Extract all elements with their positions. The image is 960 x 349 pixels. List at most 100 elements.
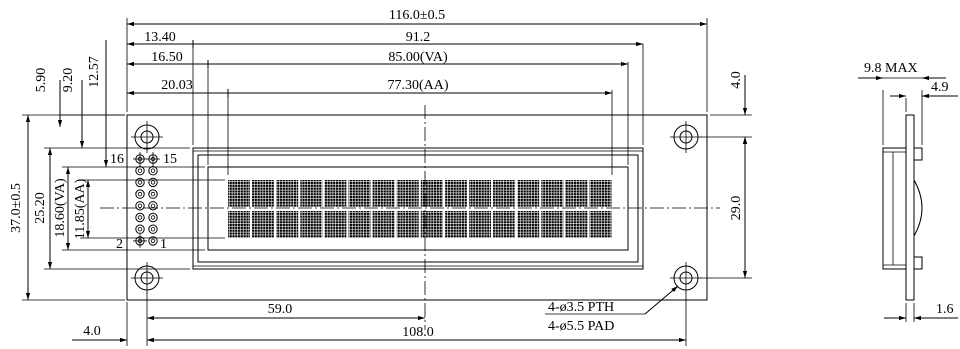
pin-hole: [137, 215, 143, 220]
pin-hole: [137, 168, 143, 173]
top-offset-label: 4.0: [729, 71, 744, 89]
character-cell: [444, 180, 467, 207]
character-cell: [396, 211, 419, 238]
pin-pad: [135, 166, 145, 176]
pin-hole: [150, 226, 156, 232]
mounting-hole-tr: [670, 121, 702, 153]
pin-pad: [135, 224, 145, 234]
pin-2-label: 2: [116, 237, 123, 252]
overall-width-label: 116.0±0.5: [389, 8, 445, 23]
v1257-label: 12.57: [87, 56, 102, 88]
bezel-outer: [192, 147, 644, 270]
character-matrix: [228, 180, 612, 238]
character-cell: [348, 180, 371, 207]
pth-note: 4-ø3.5 PTH: [548, 300, 614, 315]
character-cell: [324, 211, 347, 238]
pin-hole: [150, 180, 156, 185]
v2520-label: 25.20: [33, 192, 48, 224]
character-cell: [228, 180, 250, 207]
character-cell: [228, 211, 250, 238]
pin-hole: [150, 203, 156, 208]
character-cell: [372, 180, 395, 207]
center-x-label: 59.0: [268, 302, 293, 317]
pin-pad: [135, 189, 145, 199]
character-cell: [493, 180, 516, 207]
side-view: 9.8 MAX 4.9 1.6: [858, 61, 958, 322]
character-cell: [565, 180, 588, 207]
offset-left-label: 13.40: [144, 30, 176, 45]
left-dimensions: 5.90 9.20 12.57 37.0±0.5 25.20 18.60(VA)…: [9, 40, 225, 301]
side-pcb: [905, 114, 915, 301]
character-cell: [469, 180, 491, 207]
pin-pad: [148, 166, 158, 176]
pin-hole: [137, 180, 143, 185]
depth-label: 4.9: [931, 80, 949, 95]
pin-pad: [135, 177, 145, 188]
pin-pad: [148, 189, 158, 199]
hole-pitch-h-label: 108.0: [402, 325, 434, 340]
pin-pad: [148, 224, 158, 234]
v920-label: 9.20: [61, 68, 76, 93]
hole-offset-label: 4.0: [83, 324, 101, 339]
character-cell: [517, 211, 540, 238]
pin-15-label: 15: [163, 152, 177, 167]
bezel-inner: [197, 154, 639, 263]
side-bezel: [882, 147, 907, 270]
character-cell: [493, 211, 516, 238]
pcb-outline: [126, 114, 708, 301]
character-cell: [300, 180, 323, 207]
right-dimensions: 4.0 29.0: [700, 71, 752, 279]
pin-hole: [137, 226, 143, 232]
mounting-hole-bl: [131, 262, 163, 294]
character-cell: [324, 180, 347, 207]
pin-hole: [150, 215, 156, 220]
front-view: 16 15 2 1: [100, 105, 720, 330]
pin-pad: [148, 177, 158, 188]
character-cell: [565, 211, 588, 238]
character-cell: [276, 211, 299, 238]
pin-hole: [150, 191, 156, 197]
character-cell: [252, 180, 275, 207]
aa-left-label: 20.03: [161, 78, 193, 93]
pin-pad: [135, 201, 145, 211]
overall-height-label: 37.0±0.5: [9, 183, 24, 233]
pin-pad: [148, 212, 158, 223]
board-width-label: 91.2: [406, 30, 431, 45]
pin-hole: [137, 203, 143, 208]
pad-note: 4-ø5.5 PAD: [548, 319, 614, 334]
character-cell: [372, 211, 395, 238]
pin-pad: [148, 201, 158, 211]
character-cell: [517, 180, 540, 207]
va-left-label: 16.50: [151, 50, 183, 65]
top-dimensions: 116.0±0.5 13.40 91.2 16.50 85.00(VA) 20.…: [126, 8, 708, 175]
character-cell: [541, 211, 564, 238]
pin-hole: [150, 168, 156, 173]
character-cell: [252, 211, 275, 238]
character-cell: [300, 211, 323, 238]
character-cell: [444, 211, 467, 238]
aa-height-label: 11.85(AA): [73, 178, 88, 239]
character-cell: [420, 180, 443, 207]
character-cell: [276, 180, 299, 207]
pcb-thickness-label: 1.6: [936, 302, 954, 317]
va-height-label: 18.60(VA): [53, 178, 68, 238]
va-width-label: 85.00(VA): [388, 50, 448, 65]
character-cell: [589, 211, 612, 238]
character-cell: [396, 180, 419, 207]
pin-16-label: 16: [110, 152, 124, 167]
mounting-hole-br: [670, 262, 702, 294]
bottom-dimensions: 59.0 108.0 4.0 4-ø3.5 PTH 4-ø5.5 PAD: [72, 285, 687, 346]
pin-hole: [150, 238, 156, 244]
v590-label: 5.90: [34, 68, 49, 93]
character-cell: [589, 180, 612, 207]
pin-hole: [137, 191, 143, 197]
pin-1-label: 1: [160, 237, 167, 252]
viewing-area: [207, 166, 629, 251]
character-cell: [541, 180, 564, 207]
pin-pad: [135, 212, 145, 223]
character-cell: [348, 211, 371, 238]
aa-width-label: 77.30(AA): [387, 78, 448, 93]
character-cell: [469, 211, 491, 238]
pin-pad: [148, 236, 158, 246]
